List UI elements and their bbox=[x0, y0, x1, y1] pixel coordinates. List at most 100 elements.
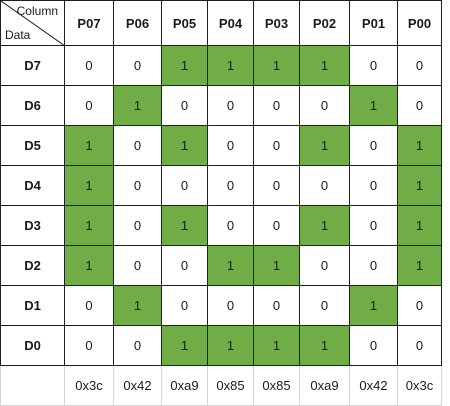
row-header-d4: D4 bbox=[0, 165, 65, 206]
bit-cell: 0 bbox=[349, 325, 398, 366]
corner-header-cell: Column Data bbox=[0, 0, 65, 46]
bit-cell: 1 bbox=[113, 85, 162, 126]
hex-value-cell: 0x3c bbox=[397, 365, 442, 406]
bit-cell: 1 bbox=[161, 205, 208, 246]
bit-cell: 0 bbox=[113, 245, 162, 286]
bit-cell: 1 bbox=[349, 85, 398, 126]
bit-cell: 0 bbox=[113, 45, 162, 86]
bit-cell: 0 bbox=[161, 285, 208, 326]
row-header-d7: D7 bbox=[0, 45, 65, 86]
column-header-p07: P07 bbox=[64, 0, 114, 46]
row-header-d6: D6 bbox=[0, 85, 65, 126]
bit-cell: 0 bbox=[299, 85, 350, 126]
bit-cell: 0 bbox=[349, 125, 398, 166]
bit-cell: 1 bbox=[253, 325, 300, 366]
data-axis-label: Data bbox=[5, 28, 31, 42]
bit-cell: 0 bbox=[397, 45, 442, 86]
bit-cell: 1 bbox=[397, 125, 442, 166]
hex-value-cell: 0xa9 bbox=[299, 365, 350, 406]
hex-value-cell: 0xa9 bbox=[161, 365, 208, 406]
bit-cell: 1 bbox=[397, 165, 442, 206]
table-row: D6 0 1 0 0 0 0 1 0 bbox=[0, 85, 442, 126]
header-row: Column Data P07 P06 P05 P04 P03 P02 P01 P00 bbox=[0, 0, 442, 46]
row-header-d5: D5 bbox=[0, 125, 65, 166]
column-header-p05: P05 bbox=[161, 0, 208, 46]
column-header-p02: P02 bbox=[299, 0, 350, 46]
row-header-d1: D1 bbox=[0, 285, 65, 326]
row-header-d0: D0 bbox=[0, 325, 65, 366]
bit-cell: 0 bbox=[207, 165, 254, 206]
bit-cell: 1 bbox=[161, 45, 208, 86]
column-header-p03: P03 bbox=[253, 0, 300, 46]
hex-value-cell: 0x85 bbox=[253, 365, 300, 406]
table-row: D2 1 0 0 1 1 0 0 1 bbox=[0, 245, 442, 286]
diagonal-divider bbox=[1, 1, 65, 46]
bit-cell: 1 bbox=[349, 285, 398, 326]
bit-cell: 0 bbox=[113, 325, 162, 366]
bit-cell: 1 bbox=[207, 325, 254, 366]
bit-cell: 0 bbox=[64, 45, 114, 86]
bit-cell: 0 bbox=[113, 165, 162, 206]
hex-value-cell: 0x42 bbox=[349, 365, 398, 406]
bit-cell: 1 bbox=[161, 125, 208, 166]
bit-cell: 1 bbox=[253, 245, 300, 286]
bit-cell: 1 bbox=[207, 45, 254, 86]
bit-cell: 0 bbox=[397, 325, 442, 366]
bit-cell: 0 bbox=[299, 165, 350, 206]
hex-value-cell: 0x42 bbox=[113, 365, 162, 406]
bit-cell: 0 bbox=[161, 85, 208, 126]
column-header-p04: P04 bbox=[207, 0, 254, 46]
column-header-p00: P00 bbox=[397, 0, 442, 46]
bit-cell: 0 bbox=[113, 125, 162, 166]
bit-cell: 1 bbox=[299, 125, 350, 166]
bit-cell: 0 bbox=[253, 85, 300, 126]
bit-cell: 1 bbox=[64, 165, 114, 206]
bit-cell: 0 bbox=[349, 165, 398, 206]
bit-cell: 0 bbox=[397, 85, 442, 126]
bit-cell: 1 bbox=[299, 45, 350, 86]
bit-cell: 0 bbox=[161, 245, 208, 286]
table-row: D3 1 0 1 0 0 1 0 1 bbox=[0, 205, 442, 246]
bit-cell: 0 bbox=[253, 285, 300, 326]
hex-value-cell: 0x3c bbox=[64, 365, 114, 406]
table-row: D7 0 0 1 1 1 1 0 0 bbox=[0, 45, 442, 86]
bit-cell: 0 bbox=[299, 245, 350, 286]
bit-cell: 0 bbox=[349, 45, 398, 86]
bit-cell: 1 bbox=[161, 325, 208, 366]
bit-cell: 0 bbox=[253, 125, 300, 166]
column-header-p06: P06 bbox=[113, 0, 162, 46]
table-row: D1 0 1 0 0 0 0 1 0 bbox=[0, 285, 442, 326]
row-header-d3: D3 bbox=[0, 205, 65, 246]
bit-cell: 0 bbox=[207, 205, 254, 246]
row-header-d2: D2 bbox=[0, 245, 65, 286]
hex-value-cell: 0x85 bbox=[207, 365, 254, 406]
bit-cell: 0 bbox=[64, 285, 114, 326]
bit-cell: 1 bbox=[207, 245, 254, 286]
bit-cell: 0 bbox=[207, 285, 254, 326]
bit-cell: 1 bbox=[397, 245, 442, 286]
hex-row: 0x3c 0x42 0xa9 0x85 0x85 0xa9 0x42 0x3c bbox=[0, 365, 442, 406]
bit-cell: 1 bbox=[299, 205, 350, 246]
bit-cell: 0 bbox=[64, 85, 114, 126]
column-axis-label: Column bbox=[16, 4, 58, 18]
bit-cell: 1 bbox=[64, 125, 114, 166]
bit-cell: 0 bbox=[299, 285, 350, 326]
bit-cell: 0 bbox=[349, 245, 398, 286]
bit-cell: 1 bbox=[253, 45, 300, 86]
column-header-p01: P01 bbox=[349, 0, 398, 46]
table-row: D4 1 0 0 0 0 0 0 1 bbox=[0, 165, 442, 206]
bit-cell: 0 bbox=[161, 165, 208, 206]
bit-cell: 1 bbox=[397, 205, 442, 246]
table-row: D0 0 0 1 1 1 1 0 0 bbox=[0, 325, 442, 366]
bit-cell: 1 bbox=[299, 325, 350, 366]
table-row: D5 1 0 1 0 0 1 0 1 bbox=[0, 125, 442, 166]
bit-cell: 0 bbox=[113, 205, 162, 246]
bit-cell: 0 bbox=[64, 325, 114, 366]
bit-cell: 0 bbox=[207, 125, 254, 166]
bit-cell: 1 bbox=[64, 245, 114, 286]
bit-cell: 0 bbox=[207, 85, 254, 126]
bit-cell: 0 bbox=[253, 205, 300, 246]
bit-cell: 1 bbox=[64, 205, 114, 246]
